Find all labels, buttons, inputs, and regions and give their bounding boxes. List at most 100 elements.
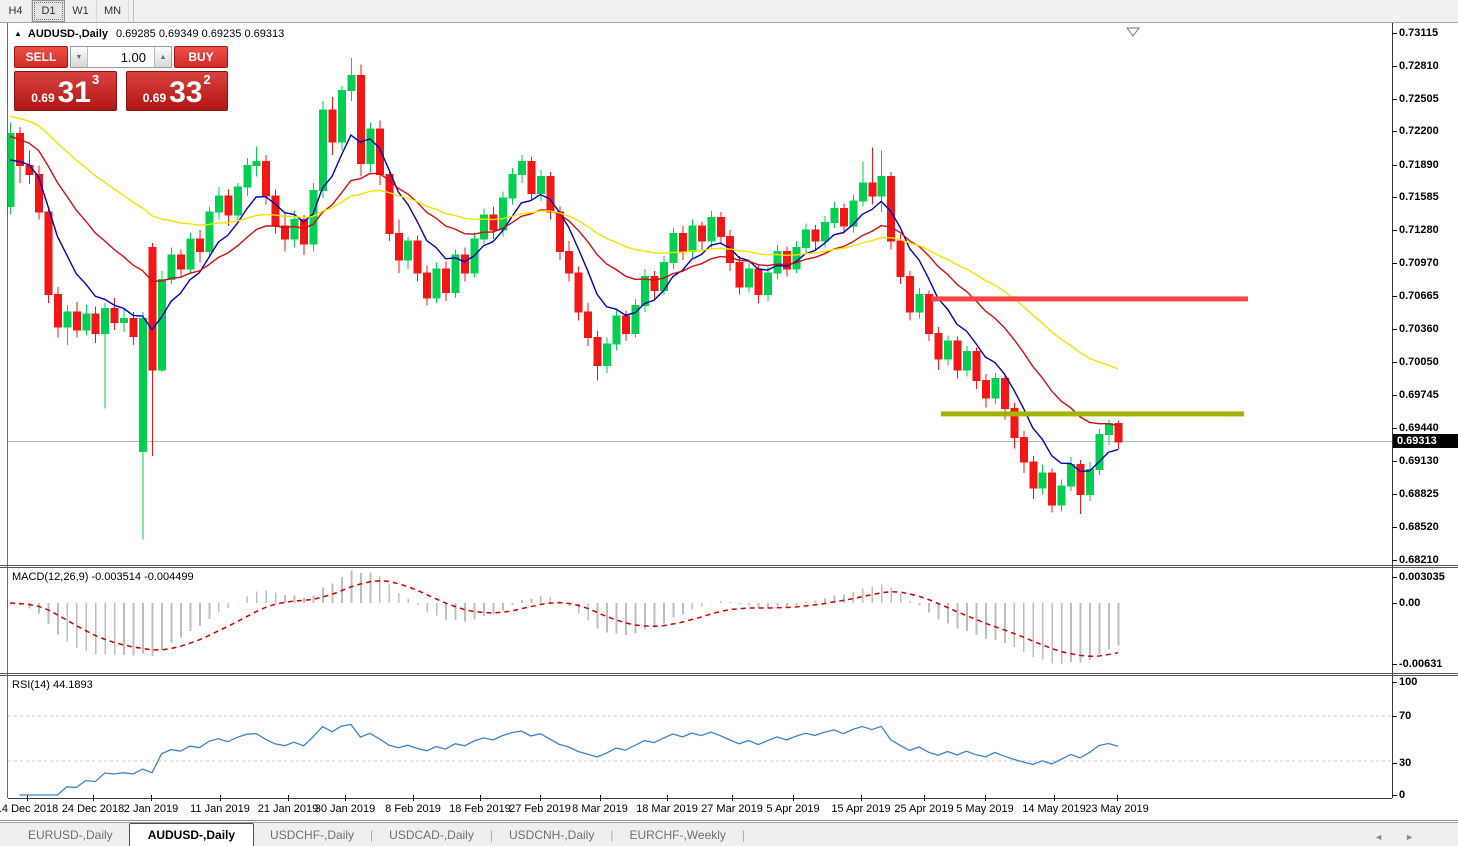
tab-usdcad-daily[interactable]: USDCAD-,Daily [389,828,474,842]
slow-ema-line [9,115,1119,370]
rsi-axis-label: 100 [1399,676,1418,688]
rsi-axis-label: 70 [1399,710,1412,722]
tab-scroll-left-icon[interactable]: ◄ [1374,832,1384,842]
price-axis-label: 0.70665 [1399,290,1439,302]
macd-signal-line [9,579,1119,658]
mid-ema-line [9,135,1119,427]
date-axis-label: 14 Dec 2018 [0,803,59,815]
date-axis-label: 14 May 2019 [1022,803,1086,815]
price-axis-label: 0.71890 [1399,159,1439,171]
chart-symbol: AUDUSD-,Daily [27,28,108,40]
chart-frame-lines [0,23,1458,821]
macd-histogram [19,570,1120,664]
buy-price-big: 33 [169,76,203,109]
price-axis-label: 0.68520 [1399,521,1439,533]
macd-splitter[interactable] [0,565,1458,568]
resistance-level[interactable] [931,296,1248,302]
candlestick-series [8,58,1123,540]
price-axis-label: 0.72200 [1399,125,1439,137]
volume-increase-icon[interactable]: ▲ [154,47,171,67]
tab-separator: | [741,828,746,842]
chart-title: ▲ AUDUSD-,Daily 0.69285 0.69349 0.69235 0.… [14,28,284,40]
sell-price-panel[interactable]: 0.69 31 3 [14,71,117,111]
timeframe-toolbar: H4 D1 W1 MN [0,0,1458,23]
price-axis-label: 0.72810 [1399,60,1439,72]
price-axis-label: 0.72505 [1399,93,1439,105]
price-axis-label: 0.70050 [1399,356,1439,368]
date-axis-label: 8 Mar 2019 [572,803,628,815]
current-price-badge: 0.69313 [1393,434,1458,448]
tab-separator: | [370,828,374,842]
price-axis-label: 0.71280 [1399,224,1439,236]
price-axis-label: 0.68825 [1399,488,1439,500]
autoscroll-marker-icon[interactable] [1126,27,1140,37]
date-axis-label: 27 Mar 2019 [701,803,763,815]
axis-ticks [27,33,1397,801]
tab-scroll-right-icon[interactable]: ► [1405,832,1414,842]
toolbar-separator [129,0,134,22]
price-axis-label: 0.69130 [1399,455,1439,467]
chart-ohlc-values: 0.69285 0.69349 0.69235 0.69313 [116,28,285,40]
chart-tab-bar: EURUSD-,Daily AUDUSD-,Daily USDCHF-,Daily |… [0,822,1458,846]
macd-label: MACD(12,26,9) -0.003514 -0.004499 [12,571,194,583]
date-axis-label: 21 Jan 2019 [257,803,319,815]
date-axis-label: 2 Jan 2019 [123,803,179,815]
tab-usdchf-daily[interactable]: USDCHF-,Daily [270,828,355,842]
buy-price-sup: 2 [203,72,211,87]
date-axis-label: 27 Feb 2019 [509,803,571,815]
rsi-level-lines [8,715,1392,762]
collapse-trade-panel-icon[interactable]: ▲ [14,29,22,38]
date-axis-label: 5 May 2019 [956,803,1014,815]
sell-price-sup: 3 [92,72,100,87]
price-axis-label: 0.73115 [1399,27,1439,39]
tab-separator: | [610,828,614,842]
date-axis-label: 25 Apr 2019 [894,803,954,815]
price-axis-label: 0.69440 [1399,422,1439,434]
rsi-splitter[interactable] [0,673,1458,676]
sell-button[interactable]: SELL [14,46,68,68]
date-axis-label: 18 Mar 2019 [636,803,698,815]
rsi-axis-label: 0 [1399,789,1406,801]
rsi-label: RSI(14) 44.1893 [12,679,93,691]
date-axis-label: 24 Dec 2018 [61,803,125,815]
price-axis-label: 0.68210 [1399,554,1439,566]
timeframe-button-d1[interactable]: D1 [32,0,65,22]
one-click-trading-panel: SELL ▼ 1.00 ▲ BUY 0.69 31 3 0.69 33 2 [14,46,228,111]
tab-audusd-daily[interactable]: AUDUSD-,Daily [128,823,255,846]
timeframe-button-w1[interactable]: W1 [65,0,97,22]
timeframe-button-mn[interactable]: MN [97,0,129,22]
rsi-line [19,723,1119,796]
date-axis-label: 30 Jan 2019 [314,803,376,815]
macd-axis-label: 0.00 [1399,597,1421,609]
date-axis-label: 8 Feb 2019 [385,803,441,815]
buy-price-base: 0.69 [142,91,167,105]
buy-button[interactable]: BUY [174,46,228,68]
sell-price-base: 0.69 [31,91,55,105]
tab-eurusd-daily[interactable]: EURUSD-,Daily [28,828,113,842]
date-axis-label: 18 Feb 2019 [449,803,511,815]
volume-input[interactable]: 1.00 [120,49,146,65]
rsi-axis-label: 30 [1399,757,1412,769]
date-axis-label: 5 Apr 2019 [766,803,820,815]
buy-price-panel[interactable]: 0.69 33 2 [125,71,228,111]
price-axis-label: 0.70360 [1399,323,1439,335]
support-level[interactable] [941,411,1244,417]
fast-ema-line [9,134,1119,473]
macd-axis-label: 0.003035 [1399,571,1445,583]
price-axis-label: 0.70970 [1399,257,1439,269]
date-axis-label: 15 Apr 2019 [831,803,891,815]
volume-spinner: ▼ 1.00 ▲ [70,46,172,68]
timeframe-button-h4[interactable]: H4 [0,0,32,22]
tab-separator: | [489,828,493,842]
price-axis-label: 0.69745 [1399,389,1439,401]
sell-price-big: 31 [57,76,91,109]
tab-eurchf-weekly[interactable]: EURCHF-,Weekly [629,828,726,842]
tab-usdcnh-daily[interactable]: USDCNH-,Daily [508,828,595,842]
date-axis-label: 11 Jan 2019 [190,803,250,815]
volume-decrease-icon[interactable]: ▼ [71,47,88,67]
date-axis-label: 23 May 2019 [1085,803,1149,815]
price-axis-label: 0.71585 [1399,191,1439,203]
macd-axis-label: -0.00631 [1399,658,1443,670]
